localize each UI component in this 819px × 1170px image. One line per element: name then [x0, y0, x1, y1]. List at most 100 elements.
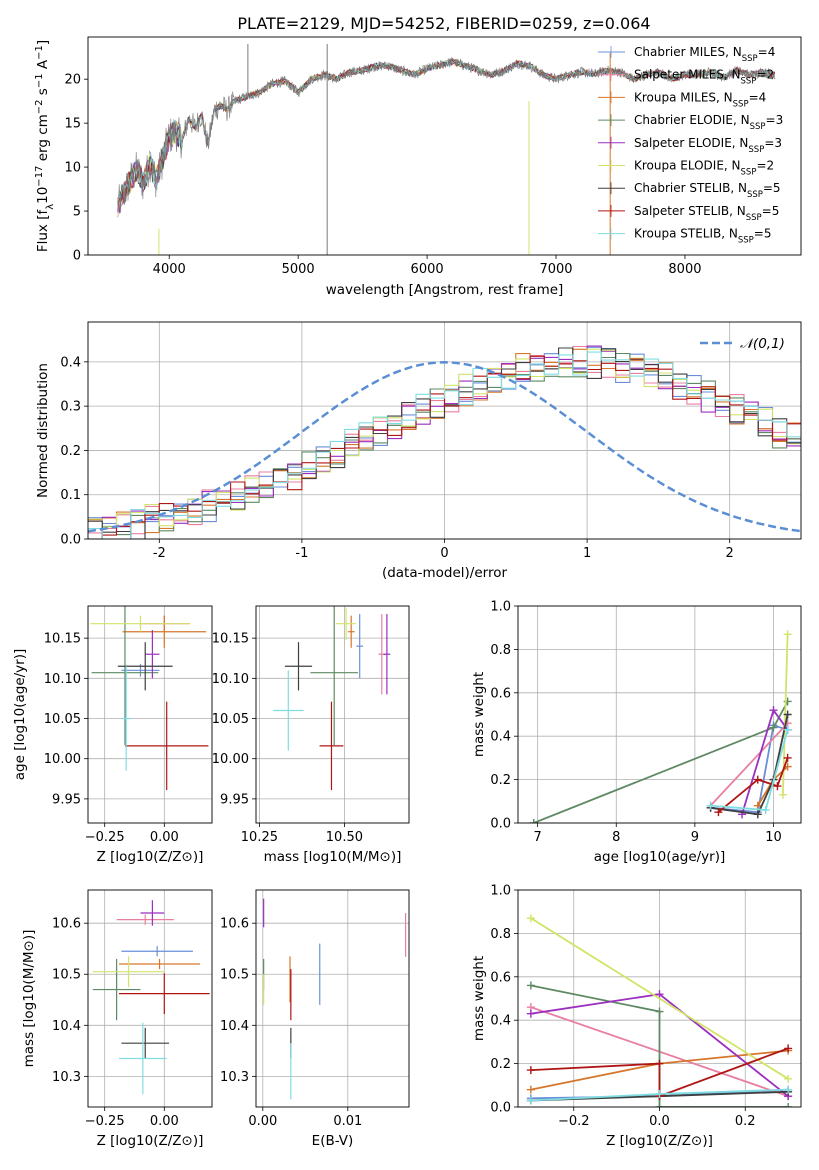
legend-label-part: Salpeter MILES, N	[634, 68, 741, 82]
weight-marker	[784, 1103, 793, 1107]
y-tick-label: 0.2	[490, 1057, 511, 1072]
legend-label-part: Salpeter ELODIE, N	[634, 136, 748, 150]
x-axis-label: age [log10(age/yr)]	[594, 849, 726, 865]
axes-frame	[517, 889, 802, 1108]
x-tick-label: 0.00	[248, 1114, 277, 1129]
x-tick-label: 8000	[668, 262, 701, 277]
weight-marker	[529, 819, 538, 823]
weight-line	[710, 724, 788, 814]
x-tick-label: 10.25	[241, 830, 278, 845]
histogram-6	[88, 347, 801, 539]
plot-area	[263, 898, 407, 1100]
legend-label-part: SSP	[750, 122, 766, 132]
grid	[256, 606, 409, 823]
y-tick-label: 10.5	[220, 968, 249, 983]
y-label-part: λ	[45, 204, 56, 210]
plot-area	[92, 900, 210, 1095]
y-tick-label: 10.6	[52, 917, 81, 932]
weight-line	[710, 729, 789, 811]
grid	[518, 605, 801, 824]
weight-line	[710, 714, 789, 816]
histogram-7	[88, 355, 801, 539]
axes-frame	[255, 889, 410, 1108]
x-tick-label: -2	[153, 546, 166, 561]
weight-marker	[753, 775, 762, 784]
legend-label-part: =3	[766, 113, 784, 127]
x-tick-label: 0.0	[649, 1114, 670, 1129]
weight-marker	[784, 1074, 793, 1083]
y-tick-label: 0.0	[490, 817, 511, 832]
weight-marker	[783, 630, 792, 639]
y-tick-label: 0.4	[490, 1014, 511, 1029]
weight-line	[530, 1047, 789, 1098]
y-tick-label: 10.3	[52, 1070, 81, 1085]
y-tick-label: 10.4	[220, 1019, 249, 1034]
legend-label-part: =5	[762, 204, 780, 218]
x-tick-label: 8	[612, 830, 620, 845]
weight-marker	[655, 1007, 664, 1016]
panel-weights_vs_age: 7 8 9 10 0.0 0.2 0.4 0.6 0.8 1.0 age [log10(age/yr…	[471, 600, 802, 865]
y-axis-label: Flux [fλ10−17 erg cm−2 s−1 A−1]	[34, 40, 56, 252]
x-axis-label: Z [log10(Z/Z⊙)]	[97, 849, 204, 865]
legend-label-part: =5	[754, 227, 772, 241]
axes-frame	[517, 605, 802, 824]
weight-marker	[526, 1085, 535, 1094]
plot-area	[90, 606, 209, 791]
axes-frame	[255, 605, 410, 824]
x-tick-label: −0.25	[85, 830, 125, 845]
x-tick-label: 1	[583, 546, 591, 561]
weight-marker	[655, 1059, 664, 1068]
y-label-part: s	[35, 88, 51, 99]
x-tick-label: 2	[726, 546, 734, 561]
legend-label: Kroupa MILES, NSSP=4	[634, 90, 766, 109]
legend-label-part: SSP	[742, 54, 758, 64]
legend-label-part: SSP	[748, 145, 764, 155]
weight-marker	[526, 914, 535, 923]
x-tick-label: 6000	[411, 262, 444, 277]
y-tick-label: 0.0	[490, 1101, 511, 1116]
legend-label-part: SSP	[747, 190, 763, 200]
plot-area	[526, 914, 793, 1107]
y-tick-label: 15	[64, 117, 81, 132]
x-tick-label: 10.50	[326, 830, 363, 845]
legend-label: Salpeter MILES, NSSP=2	[634, 68, 774, 87]
y-label-part: Flux [f	[35, 209, 51, 253]
legend-label-part: Chabrier STELIB, N	[634, 181, 747, 195]
ticks: 10.25 10.50 9.95 10.00 10.05 10.10 10.15	[212, 632, 363, 845]
weight-marker	[761, 805, 770, 814]
y-axis-label: mass weight	[471, 956, 487, 1041]
weight-marker	[706, 801, 715, 810]
weight-marker	[784, 1044, 793, 1053]
x-tick-label: 0.01	[333, 1114, 362, 1129]
weight-marker	[526, 1009, 535, 1018]
axes-frame	[87, 321, 802, 540]
x-tick-label: 10	[765, 830, 782, 845]
x-axis-label: Z [log10(Z/Z⊙)]	[606, 1133, 713, 1149]
ticks: −0.2 0.0 0.2 0.0 0.2 0.4 0.6 0.8 1.0	[490, 884, 755, 1130]
x-tick-label: 9	[691, 830, 699, 845]
y-axis-label: Normed distribution	[35, 363, 51, 498]
weight-marker	[769, 706, 778, 715]
normal-curve	[88, 361, 801, 533]
y-label-part: A	[35, 59, 51, 73]
x-tick-label: 5000	[282, 262, 315, 277]
legend-label: Kroupa ELODIE, NSSP=2	[634, 159, 774, 178]
y-label-part: −2	[34, 99, 45, 114]
y-tick-label: 0	[73, 249, 81, 264]
weight-marker	[526, 981, 535, 990]
legend-label-part: =2	[756, 68, 774, 82]
weight-marker	[783, 753, 792, 762]
weight-marker	[769, 723, 778, 732]
panel-mass_vs_Z: −0.25 0.00 10.3 10.4 10.5 10.6 Z [log10(Z/Z⊙)]…	[21, 889, 213, 1149]
axes-frame	[87, 889, 213, 1108]
y-tick-label: 0.6	[490, 970, 511, 985]
y-tick-label: 0.8	[490, 927, 511, 942]
legend-label: Salpeter ELODIE, NSSP=3	[634, 136, 782, 155]
y-tick-label: 10.6	[220, 917, 249, 932]
x-tick-label: 0.2	[735, 1114, 756, 1129]
grid	[88, 890, 212, 1107]
weight-line	[717, 757, 789, 813]
y-tick-label: 0.8	[490, 643, 511, 658]
